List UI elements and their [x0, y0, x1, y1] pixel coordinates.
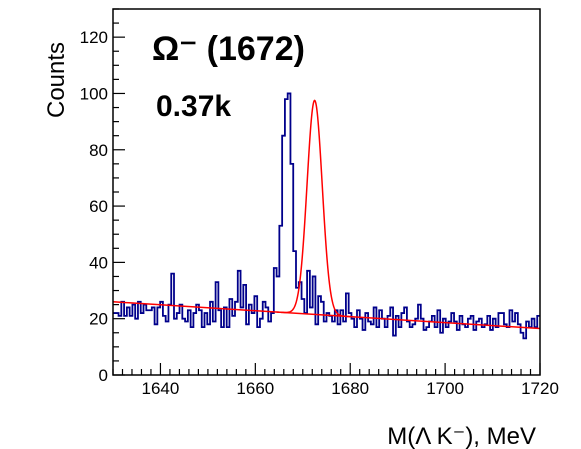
- y-tick-label: 40: [89, 253, 108, 272]
- y-tick-label: 60: [89, 197, 108, 216]
- annotation-particle: Ω⁻ (1672): [152, 30, 305, 68]
- x-tick-label: 1660: [236, 379, 274, 398]
- fit-layer: [112, 99, 541, 330]
- y-tick-label: 120: [80, 28, 108, 47]
- y-tick-label: 20: [89, 310, 108, 329]
- x-tick-label: 1700: [426, 379, 464, 398]
- peak-fit-curve: [276, 99, 353, 318]
- annotation-count: 0.37k: [156, 90, 231, 123]
- y-axis-label: Counts: [43, 42, 70, 118]
- y-tick-label: 80: [89, 141, 108, 160]
- x-axis-ticks: 1640 1660 1680 1700 1720: [112, 363, 559, 398]
- x-tick-label: 1720: [521, 379, 559, 398]
- y-tick-label: 0: [99, 366, 108, 385]
- x-tick-label: 1640: [142, 379, 180, 398]
- x-tick-label: 1680: [331, 379, 369, 398]
- y-tick-label: 100: [80, 84, 108, 103]
- x-axis-label: M(Λ K⁻), MeV: [387, 423, 536, 449]
- y-axis-ticks: 0 20 40 60 80 100 120: [80, 8, 125, 385]
- background-fit-line: [112, 301, 541, 330]
